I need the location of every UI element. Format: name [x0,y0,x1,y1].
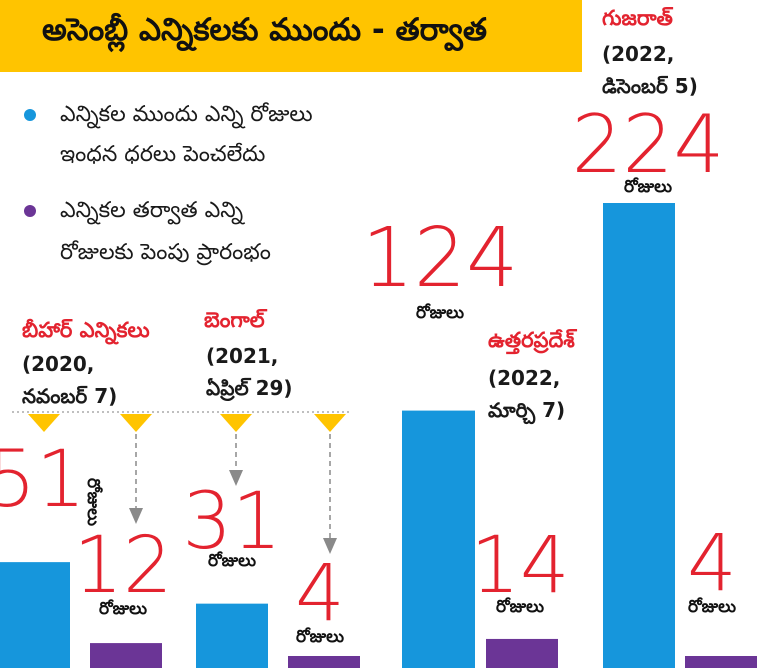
legend-dot-after-icon [24,205,36,217]
legend-after-line2: రోజులకు పెంపు ప్రారంభం [60,240,271,265]
bar-before-2 [402,410,475,668]
bar-after-0 [90,643,162,668]
legend-dot-before-icon [24,109,36,121]
state-date-bengal-line2: ఏప్రిల్ 29) [206,376,293,400]
state-date-gujarat-line2: డిసెంబర్ 5) [602,74,698,98]
state-name-up: ఉత్తరప్రదేశ్ [488,328,575,352]
state-date-bihar-line1: (2020, [22,352,95,376]
unit-label-after-1: రోజులు [296,627,344,647]
state-name-bengal: బెంగాల్ [204,308,265,332]
arrow-head-icon-2 [229,470,243,486]
value-label-after-2: 14 [470,521,569,611]
legend-after-line1: ఎన్నికల తర్వాత ఎన్ని [60,198,244,223]
state-name-bihar: బీహార్ ఎన్నికలు [22,318,150,342]
value-label-after-3: 4 [687,519,737,609]
value-label-before-3: 224 [572,98,725,191]
unit-label-after-2: రోజులు [496,597,544,617]
unit-label-after-0: రోజులు [99,599,147,619]
title-banner: అసెంబ్లీ ఎన్నికలకు ముందు - తర్వాత [0,0,582,72]
state-date-bihar-line2: నవంబర్ 7) [22,384,118,408]
bar-before-3 [603,203,675,668]
state-name-gujarat: గుజరాత్ [602,6,673,30]
state-date-up-line2: మార్చి 7) [488,398,566,422]
bar-after-2 [486,638,558,668]
unit-label-before-2: రోజులు [416,303,464,323]
bar-before-1 [196,603,268,668]
value-label-after-1: 4 [295,549,345,639]
value-label-before-2: 124 [362,211,519,306]
value-label-after-0: 12 [73,521,172,611]
marker-triangle-icon-1 [120,414,152,432]
marker-triangle-icon-3 [314,414,346,432]
unit-label-before-0: రోజులు [83,478,103,526]
legend-before-line2: ఇంధన ధరలు పెంచలేదు [60,142,266,167]
marker-triangle-icon-2 [220,414,252,432]
state-date-bengal-line1: (2021, [206,344,279,368]
arrow-head-icon-3 [323,538,337,554]
state-date-up-line1: (2022, [488,366,561,390]
unit-label-before-3: రోజులు [624,177,672,197]
chart-title: అసెంబ్లీ ఎన్నికలకు ముందు - తర్వాత [42,12,487,48]
value-label-before-0: 51 [0,435,86,525]
bar-after-3 [685,656,757,668]
unit-label-before-1: రోజులు [208,551,256,571]
state-date-gujarat-line1: (2022, [602,42,675,66]
bar-before-0 [0,562,70,668]
unit-label-after-3: రోజులు [688,597,736,617]
legend-before-line1: ఎన్నికల ముందు ఎన్ని రోజులు [60,102,313,127]
marker-triangle-icon-0 [28,414,60,432]
arrow-head-icon-1 [129,508,143,524]
value-label-before-1: 31 [182,477,281,567]
bar-after-1 [288,656,360,668]
